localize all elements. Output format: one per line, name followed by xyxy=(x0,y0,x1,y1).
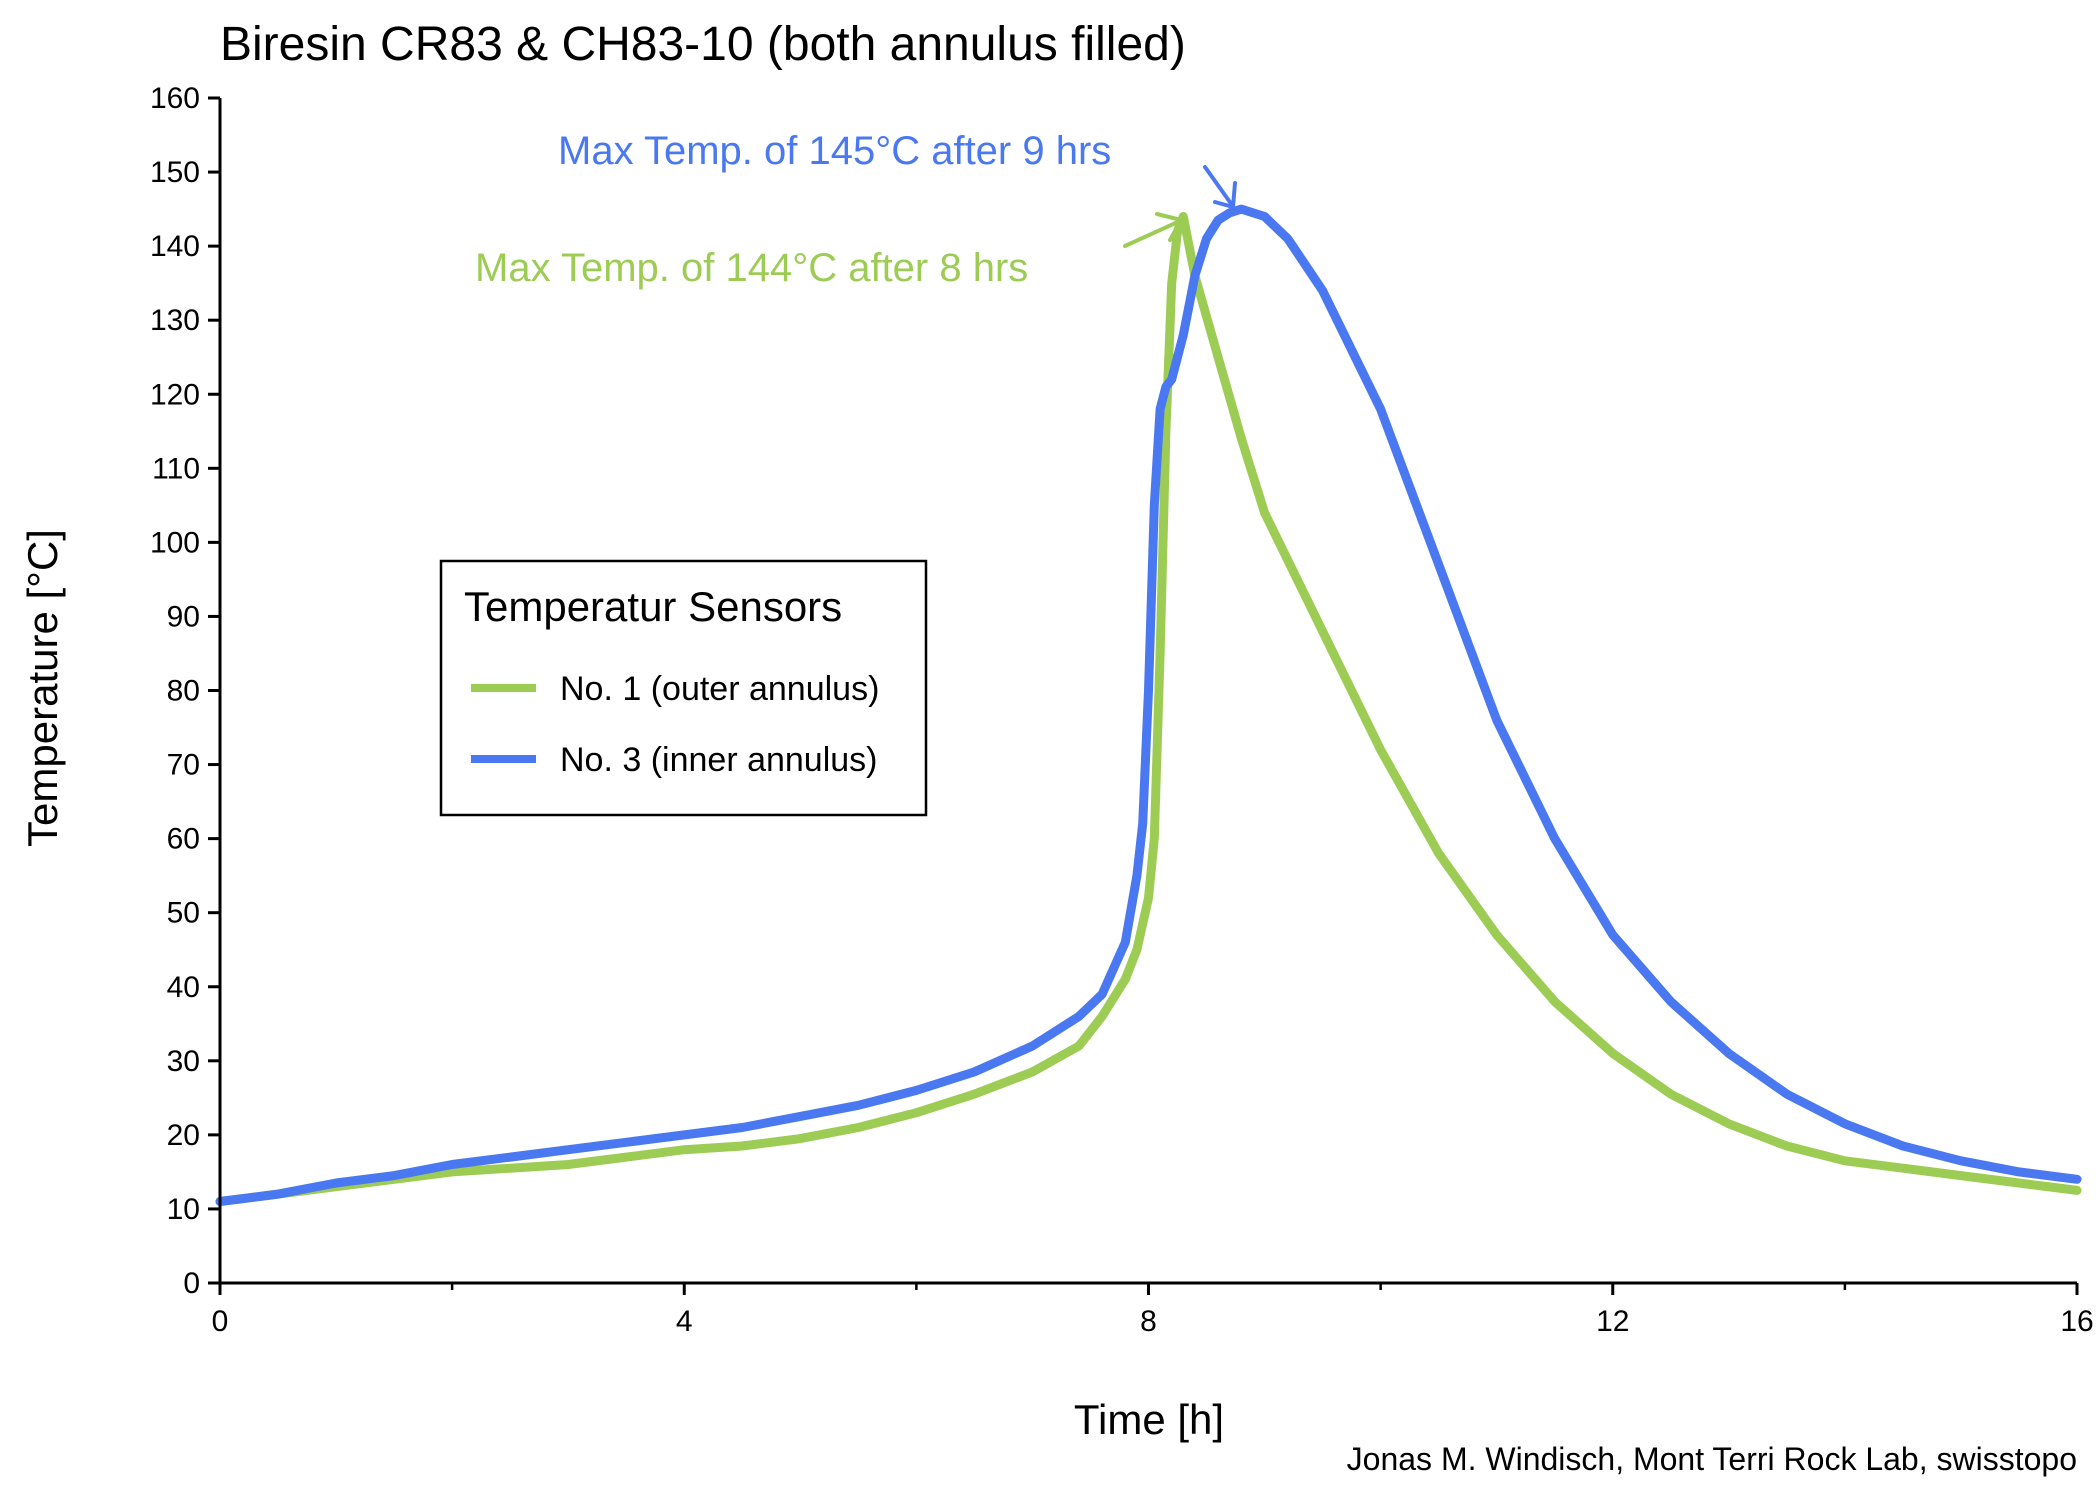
annotation-max-outer-arrow xyxy=(1123,219,1182,248)
y-tick-label: 30 xyxy=(167,1045,200,1078)
y-tick-label: 90 xyxy=(167,600,200,633)
y-tick-label: 120 xyxy=(150,378,200,411)
y-tick-label: 0 xyxy=(183,1267,200,1300)
x-tick-label: 12 xyxy=(1596,1305,1629,1338)
x-tick-label: 8 xyxy=(1140,1305,1157,1338)
x-tick-label: 0 xyxy=(212,1305,229,1338)
legend-label-outer: No. 1 (outer annulus) xyxy=(560,670,879,708)
annotation-max-inner: Max Temp. of 145°C after 9 hrs xyxy=(558,129,1237,209)
y-tick-label: 40 xyxy=(167,971,200,1004)
y-tick-label: 140 xyxy=(150,230,200,263)
x-axis-ticks: 0 4 8 12 16 xyxy=(212,1283,2094,1338)
legend-label-inner: No. 3 (inner annulus) xyxy=(560,741,878,779)
series-line-outer-annulus xyxy=(215,212,2082,1206)
annotation-max-outer: Max Temp. of 144°C after 8 hrs xyxy=(475,212,1183,290)
y-axis-label: Temperature [°C] xyxy=(19,529,66,847)
chart-title: Biresin CR83 & CH83-10 (both annulus fil… xyxy=(220,18,1186,71)
x-tick-label: 4 xyxy=(676,1305,693,1338)
y-tick-label: 60 xyxy=(167,823,200,856)
y-axis-ticks: 0 10 20 30 40 50 60 70 80 90 100 110 120 130 140 150 160 xyxy=(150,82,220,1300)
annotation-max-outer-text: Max Temp. of 144°C after 8 hrs xyxy=(475,246,1028,290)
y-tick-label: 70 xyxy=(167,749,200,782)
x-axis-label: Time [h] xyxy=(1074,1396,1224,1443)
annotation-max-inner-text: Max Temp. of 145°C after 9 hrs xyxy=(558,129,1111,173)
series-layer xyxy=(215,204,2082,1206)
y-tick-label: 50 xyxy=(167,897,200,930)
y-tick-label: 160 xyxy=(150,82,200,115)
annotation-max-outer-arrowhead xyxy=(1155,212,1183,242)
credit-text: Jonas M. Windisch, Mont Terri Rock Lab, … xyxy=(1347,1441,2077,1477)
annotation-max-inner-arrow xyxy=(1203,165,1234,207)
legend: Temperatur Sensors No. 1 (outer annulus)… xyxy=(439,559,928,817)
y-tick-label: 130 xyxy=(150,304,200,337)
y-tick-label: 150 xyxy=(150,156,200,189)
legend-title: Temperatur Sensors xyxy=(464,583,842,630)
y-tick-label: 110 xyxy=(152,452,200,485)
y-tick-label: 80 xyxy=(167,675,200,708)
y-tick-label: 20 xyxy=(167,1119,200,1152)
y-tick-label: 100 xyxy=(150,526,200,559)
x-tick-label: 16 xyxy=(2060,1305,2093,1338)
series-line-inner-annulus xyxy=(215,204,2082,1206)
annotation-max-inner-arrowhead xyxy=(1213,181,1237,209)
y-tick-label: 10 xyxy=(167,1193,200,1226)
